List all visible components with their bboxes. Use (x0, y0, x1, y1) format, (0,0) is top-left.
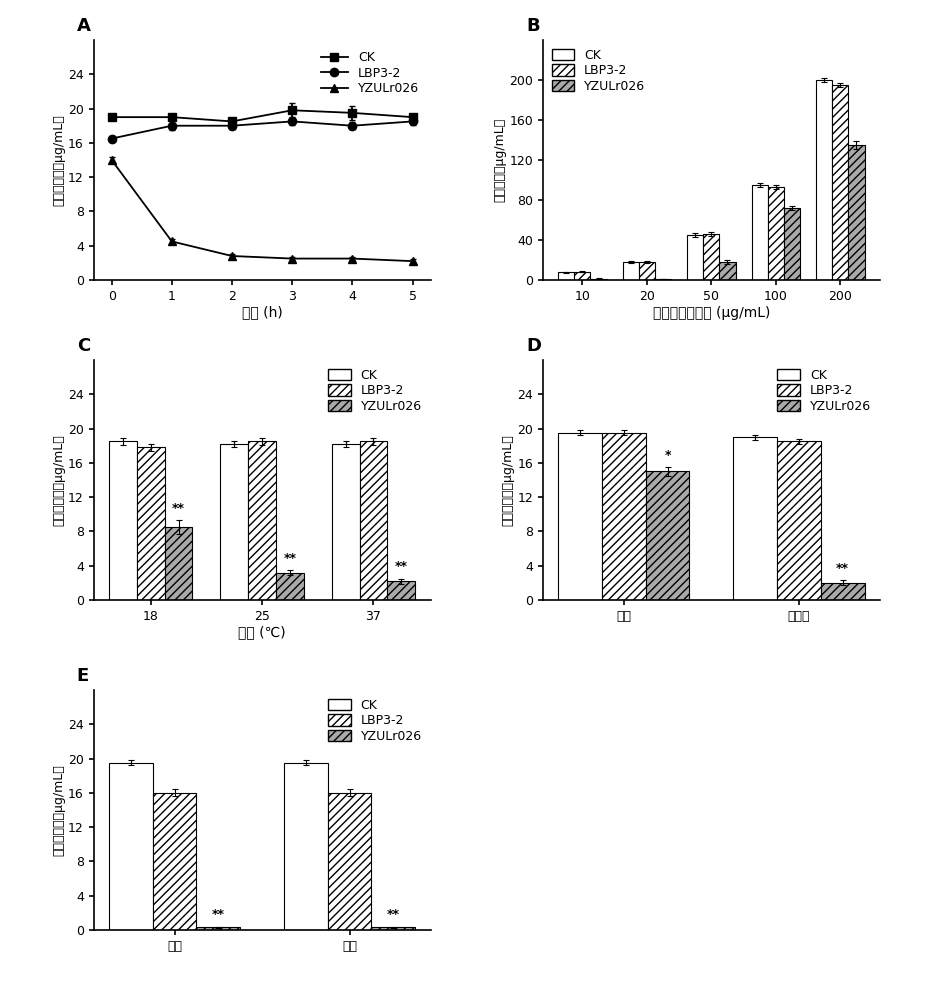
X-axis label: 鸟噘咄初始浓度 (μg/mL): 鸟噘咄初始浓度 (μg/mL) (652, 306, 770, 320)
Bar (359, 441, 388, 600)
Bar (220, 444, 248, 600)
Text: C: C (77, 337, 90, 355)
Bar (602, 433, 646, 600)
Y-axis label: 鸟噘咄浓度（μg/mL）: 鸟噘咄浓度（μg/mL） (52, 764, 66, 856)
Text: **: ** (284, 552, 297, 565)
Bar (109, 763, 153, 930)
Bar (752, 185, 768, 280)
Text: E: E (77, 667, 89, 685)
Text: *: * (665, 449, 671, 462)
X-axis label: 温度 (℃): 温度 (℃) (239, 626, 285, 640)
X-axis label: 时间 (h): 时间 (h) (241, 306, 283, 320)
Bar (109, 441, 137, 600)
Bar (703, 234, 720, 280)
Text: D: D (526, 337, 541, 355)
Text: **: ** (172, 502, 185, 515)
Text: A: A (77, 17, 91, 35)
Text: **: ** (387, 908, 400, 921)
Bar (832, 85, 848, 280)
Bar (720, 262, 736, 280)
Bar (165, 527, 193, 600)
Text: **: ** (395, 560, 408, 573)
Bar (575, 271, 591, 280)
Bar (197, 927, 241, 930)
Bar (591, 278, 607, 280)
Bar (655, 279, 671, 280)
Bar (816, 80, 832, 280)
Bar (687, 235, 703, 280)
Bar (328, 793, 372, 930)
Bar (558, 272, 575, 280)
Bar (821, 583, 865, 600)
Legend: CK, LBP3-2, YZULr026: CK, LBP3-2, YZULr026 (326, 696, 424, 745)
Bar (646, 471, 690, 600)
Bar (388, 581, 416, 600)
Y-axis label: 鸟噘咄浓度（μg/mL）: 鸟噘咄浓度（μg/mL） (52, 114, 66, 206)
Bar (248, 441, 276, 600)
Legend: CK, LBP3-2, YZULr026: CK, LBP3-2, YZULr026 (326, 366, 424, 415)
Bar (622, 262, 638, 280)
Bar (733, 437, 777, 600)
Y-axis label: 鸟噘咄浓度（μg/mL）: 鸟噘咄浓度（μg/mL） (502, 434, 515, 526)
Text: B: B (526, 17, 540, 35)
Bar (331, 444, 359, 600)
Legend: CK, LBP3-2, YZULr026: CK, LBP3-2, YZULr026 (315, 46, 424, 100)
Bar (137, 447, 165, 600)
Text: **: ** (212, 908, 225, 921)
Legend: CK, LBP3-2, YZULr026: CK, LBP3-2, YZULr026 (549, 46, 648, 95)
Bar (784, 208, 800, 280)
Text: **: ** (836, 562, 849, 575)
Bar (153, 793, 197, 930)
Bar (848, 145, 865, 280)
Bar (558, 433, 602, 600)
Bar (777, 441, 821, 600)
Bar (284, 763, 328, 930)
Y-axis label: 鸟噘咄浓度（μg/mL）: 鸟噘咄浓度（μg/mL） (52, 434, 66, 526)
Bar (276, 573, 304, 600)
Bar (768, 187, 784, 280)
Legend: CK, LBP3-2, YZULr026: CK, LBP3-2, YZULr026 (775, 366, 873, 415)
Y-axis label: 残余浓度（μg/mL）: 残余浓度（μg/mL） (493, 118, 506, 202)
Bar (638, 262, 655, 280)
Bar (372, 927, 416, 930)
